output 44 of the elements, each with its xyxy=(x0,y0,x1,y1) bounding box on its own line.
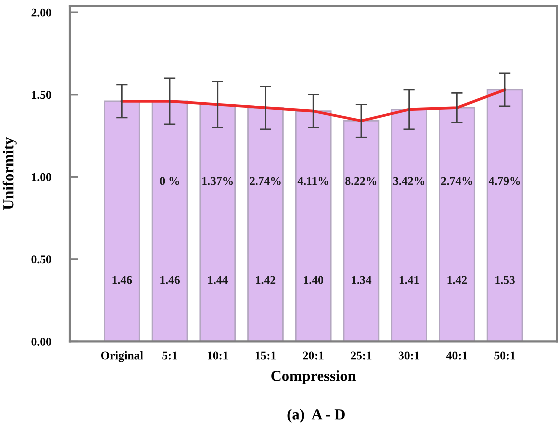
x-tick-label: 5:1 xyxy=(162,352,178,360)
annotation: 0 % xyxy=(160,177,180,186)
bar xyxy=(439,107,476,342)
data-label: 1.44 xyxy=(208,276,228,284)
x-tick-label: 30:1 xyxy=(398,352,420,360)
data-label: 1.42 xyxy=(448,276,467,284)
y-tick-label: 0.00 xyxy=(32,338,52,346)
bar xyxy=(486,89,524,342)
bar xyxy=(295,110,332,342)
bar xyxy=(200,104,236,342)
data-label: 1.46 xyxy=(112,276,132,284)
y-tick-label: 2.00 xyxy=(32,8,52,17)
y-tick-label: 0.50 xyxy=(32,256,52,264)
annotation: 3.42% xyxy=(394,177,424,186)
data-label: 1.42 xyxy=(256,276,276,284)
data-label: 1.41 xyxy=(400,276,420,284)
text: (a) A - D xyxy=(288,409,345,423)
bar xyxy=(248,107,284,342)
x-axis-title: Compression xyxy=(272,370,356,384)
x-tick-label: 40:1 xyxy=(446,352,468,360)
data-label: 1.40 xyxy=(304,276,324,284)
line-series xyxy=(120,88,506,123)
bar xyxy=(104,100,140,342)
annotation: 4.11% xyxy=(298,177,328,186)
data-label: 1.46 xyxy=(160,276,180,284)
bar xyxy=(391,108,428,342)
y-tick-label: 1.00 xyxy=(32,173,52,182)
y-tick-label: 1.50 xyxy=(32,91,52,100)
x-tick-label: 50:1 xyxy=(494,352,516,360)
y-axis-title: Uniformity xyxy=(2,138,17,210)
bar xyxy=(152,100,188,342)
annotation: 8.22% xyxy=(346,177,377,186)
annotation: 1.37% xyxy=(202,177,234,186)
x-tick-label: 20:1 xyxy=(303,352,324,360)
x-tick-label: Original xyxy=(101,351,144,362)
annotation: 4.79% xyxy=(488,177,520,186)
x-tick-label: 10:1 xyxy=(208,352,228,360)
x-tick-label: 15:1 xyxy=(256,352,276,360)
annotation: 2.74% xyxy=(441,177,472,186)
x-tick-label: 25:1 xyxy=(351,352,372,360)
bar xyxy=(343,120,380,342)
data-label: 1.34 xyxy=(352,276,372,284)
data-label: 1.53 xyxy=(496,276,515,284)
annotation: 2.74% xyxy=(250,177,281,186)
